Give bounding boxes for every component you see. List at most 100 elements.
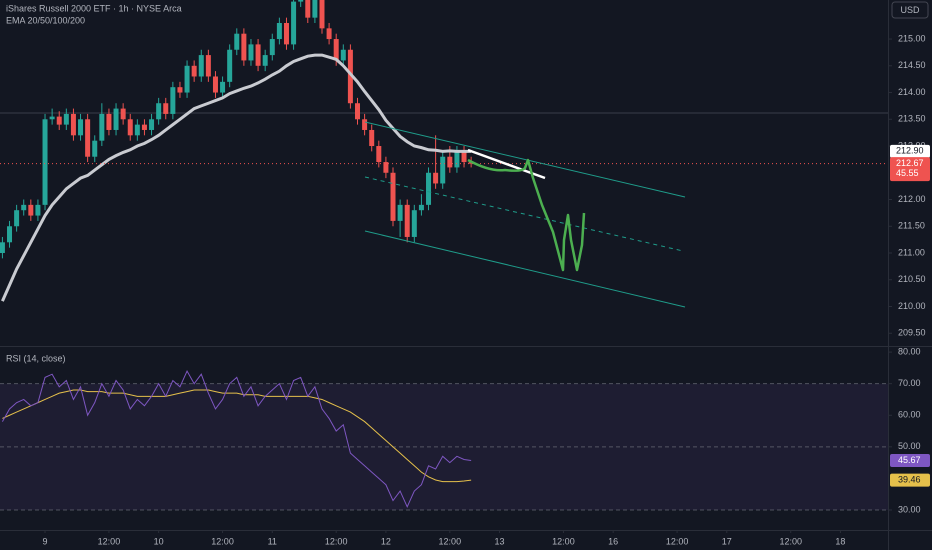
candle-body [276, 23, 282, 40]
currency-label[interactable]: USD [900, 5, 920, 15]
candle-body [184, 65, 190, 93]
price-badge [890, 157, 930, 182]
x-tick-label: 12:00 [552, 536, 575, 546]
candle-body [127, 119, 133, 136]
candle-body [78, 119, 84, 136]
candle-body [454, 151, 460, 168]
candle-body [134, 124, 140, 136]
candle-body [28, 204, 34, 216]
candle-body [312, 0, 318, 18]
candle-body [376, 146, 382, 163]
x-tick-label: 12:00 [439, 536, 462, 546]
brush-green [467, 158, 586, 272]
ema-badge [890, 144, 930, 158]
candle-body [255, 44, 261, 66]
x-tick-label: 10 [154, 536, 164, 546]
channel-bottom [364, 230, 686, 308]
candle-body [85, 119, 91, 157]
candle-body [42, 119, 48, 205]
y-tick-label: 70.00 [898, 378, 921, 388]
rsi-badge [890, 454, 930, 468]
candle-body [227, 49, 233, 82]
candle-body [418, 204, 424, 211]
candle-body [369, 129, 375, 147]
y-tick-label: 60.00 [898, 410, 921, 420]
countdown-label: 45.55 [896, 168, 919, 178]
x-tick-label: 16 [608, 536, 618, 546]
candle-body [234, 33, 240, 50]
candle-body [170, 87, 176, 114]
y-tick-label: 213.50 [898, 114, 926, 124]
candle-body [362, 119, 368, 130]
candle-body [447, 156, 453, 168]
x-tick-label: 11 [268, 536, 277, 546]
candle-body [397, 204, 403, 221]
candle-body [35, 204, 41, 216]
candle-body [92, 140, 98, 157]
x-tick-label: 12:00 [666, 536, 689, 546]
candle-body [141, 124, 147, 130]
candle-body [461, 151, 467, 163]
x-tick-label: 17 [722, 536, 732, 546]
candle-body [440, 156, 446, 184]
candle-body [177, 87, 183, 93]
candle-body [7, 226, 13, 243]
candle-body [291, 1, 297, 45]
candle-body [63, 113, 69, 125]
channel-top [364, 121, 686, 198]
candle-body [14, 210, 20, 227]
candle-body [163, 103, 169, 114]
candle-body [0, 242, 5, 253]
candle-body [212, 76, 218, 93]
candle-body [298, 0, 304, 2]
candle-body [120, 108, 126, 120]
candle-body [326, 28, 332, 40]
candle-body [99, 113, 105, 141]
candle-body [411, 210, 417, 237]
candle-body [241, 33, 247, 61]
rsi-pane [0, 369, 888, 511]
candle-body [426, 172, 432, 205]
y-tick-label: 214.50 [898, 60, 926, 70]
x-tick-label: 12 [381, 536, 391, 546]
ema-badge-label: 212.90 [896, 146, 924, 156]
line [2, 389, 472, 483]
currency-button[interactable] [891, 1, 929, 19]
candle-body [333, 39, 339, 61]
y-tick-label: 210.50 [898, 274, 926, 284]
rsi-badge-label: 39.46 [898, 475, 921, 485]
candle-body [70, 113, 76, 136]
candle-body [404, 204, 410, 237]
price-badge-label: 212.67 [896, 158, 924, 168]
y-tick-label: 50.00 [898, 441, 921, 451]
candle-body [149, 119, 155, 130]
y-tick-label: 211.00 [898, 247, 925, 257]
candle-body [49, 116, 55, 120]
candle-body [347, 49, 353, 104]
y-tick-label: 212.00 [898, 194, 926, 204]
rsi-badge [890, 473, 930, 487]
candle-body [390, 172, 396, 221]
candle-body [113, 108, 119, 130]
x-tick-label: 9 [43, 536, 48, 546]
y-tick-label: 214.00 [898, 87, 926, 97]
candle-body [220, 81, 226, 93]
x-tick-label: 13 [495, 536, 505, 546]
candle-body [262, 55, 268, 66]
candle-body [433, 172, 439, 184]
y-tick-label: 210.00 [898, 301, 926, 311]
candle-body [106, 113, 112, 130]
legend-indicator: EMA 20/50/100/200 [6, 15, 85, 25]
x-tick-label: 18 [835, 536, 845, 546]
x-tick-label: 12:00 [211, 536, 234, 546]
candle-body [283, 23, 289, 45]
channel-mid [364, 176, 684, 252]
y-tick-label: 80.00 [898, 346, 921, 356]
y-tick-label: 215.00 [898, 33, 926, 43]
candle-body [248, 44, 254, 61]
candle-body [156, 103, 162, 120]
x-tick-label: 12:00 [325, 536, 348, 546]
candle-body [340, 49, 346, 61]
y-tick-label: 30.00 [898, 504, 921, 514]
